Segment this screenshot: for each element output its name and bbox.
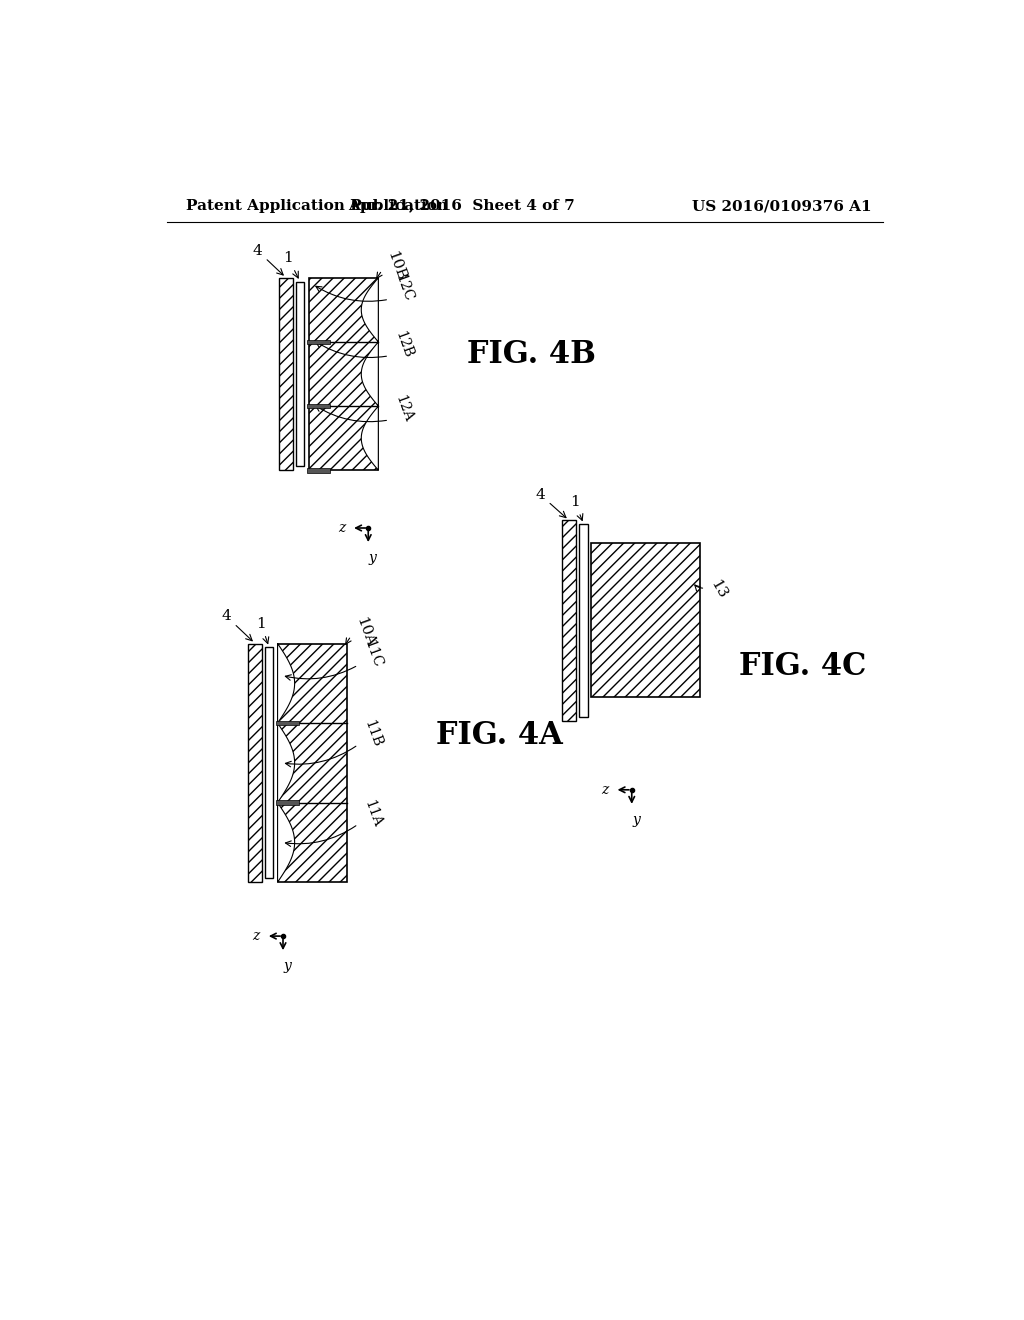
Text: y: y [633, 813, 640, 826]
Bar [265, 647, 273, 878]
Text: 11B: 11B [361, 718, 384, 750]
Text: 11A: 11A [361, 797, 384, 829]
Text: 1: 1 [284, 251, 298, 279]
Text: 10B: 10B [385, 249, 409, 282]
Text: FIG. 4A: FIG. 4A [436, 721, 563, 751]
Text: Patent Application Publication: Patent Application Publication [186, 199, 449, 213]
Text: y: y [284, 960, 292, 973]
Bar [308, 277, 378, 470]
Text: z: z [601, 783, 608, 797]
Bar [280, 277, 293, 470]
Text: z: z [253, 929, 260, 942]
Polygon shape [278, 803, 295, 882]
Text: 11C: 11C [361, 638, 384, 669]
Text: Apr. 21, 2016  Sheet 4 of 7: Apr. 21, 2016 Sheet 4 of 7 [348, 199, 574, 213]
Text: FIG. 4B: FIG. 4B [467, 339, 596, 370]
Bar [592, 544, 700, 697]
Text: 1: 1 [256, 618, 268, 644]
Text: US 2016/0109376 A1: US 2016/0109376 A1 [692, 199, 872, 213]
Bar [296, 281, 304, 466]
Text: 12C: 12C [392, 272, 415, 304]
Bar [562, 520, 575, 721]
Bar [278, 644, 347, 882]
Polygon shape [278, 723, 295, 803]
Polygon shape [361, 342, 378, 407]
Polygon shape [278, 644, 295, 723]
Bar [276, 721, 299, 726]
Text: 13: 13 [708, 578, 729, 602]
Text: 1: 1 [570, 495, 583, 520]
Text: y: y [369, 552, 377, 565]
Text: 12A: 12A [392, 393, 415, 425]
Text: z: z [338, 521, 345, 535]
Text: 10A: 10A [353, 615, 377, 648]
Polygon shape [361, 407, 378, 470]
Text: 4: 4 [221, 610, 252, 640]
Text: FIG. 4C: FIG. 4C [738, 651, 866, 682]
Bar [248, 644, 262, 882]
Bar [276, 800, 299, 805]
Bar [579, 524, 589, 717]
Bar [307, 339, 331, 345]
Text: 12B: 12B [392, 330, 415, 360]
Text: 4: 4 [253, 244, 284, 275]
Bar [307, 404, 331, 408]
Polygon shape [361, 277, 378, 342]
Bar [307, 469, 331, 473]
Text: 4: 4 [536, 488, 566, 517]
